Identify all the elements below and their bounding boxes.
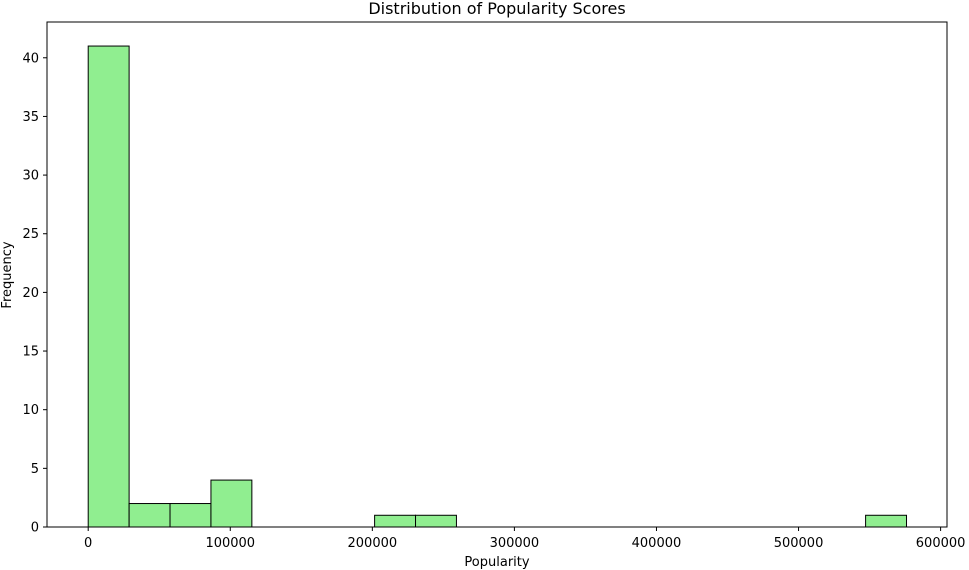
x-tick-label: 200000 [348,536,398,551]
y-tick-label: 0 [31,521,39,536]
histogram-bar [128,503,171,528]
x-axis-ticks: 0 100000 200000 300000 400000 500000 600000 [84,527,965,551]
histogram-bar [865,514,908,528]
chart-title: Distribution of Popularity Scores [368,0,625,18]
x-tick-label: 600000 [916,536,966,551]
bars-layer [87,45,908,528]
histogram-bar [374,514,417,528]
x-tick-label: 300000 [490,536,540,551]
plot-frame [46,21,948,528]
y-tick-label: 15 [22,345,39,360]
y-tick-label: 10 [22,403,39,418]
y-axis-label: Frequency [0,241,15,308]
x-tick-label: 0 [84,536,92,551]
y-tick-label: 5 [31,462,39,477]
y-tick-label: 35 [22,110,39,125]
histogram-bar [210,479,253,528]
x-tick-label: 500000 [774,536,824,551]
y-tick-label: 30 [22,169,39,184]
x-tick-label: 400000 [632,536,682,551]
y-axis-ticks: 0 5 10 15 20 25 30 35 40 [22,51,47,536]
histogram-bar [87,45,130,528]
histogram-bar [169,503,212,528]
x-axis-label: Popularity [464,555,529,570]
y-tick-label: 25 [22,227,39,242]
x-tick-label: 100000 [205,536,255,551]
y-tick-label: 40 [22,51,39,66]
y-tick-label: 20 [22,286,39,301]
histogram-bar [415,514,457,528]
